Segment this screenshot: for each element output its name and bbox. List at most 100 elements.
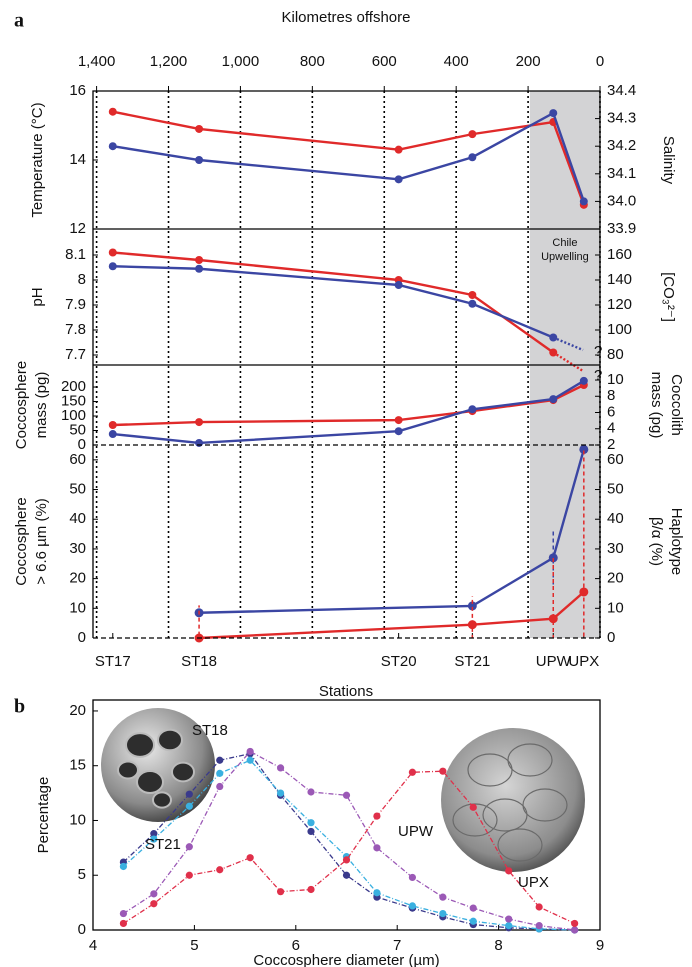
data-point: [246, 756, 254, 764]
y-tick-label: 10: [69, 599, 86, 616]
data-point: [469, 904, 477, 912]
y-tick-label: 20: [69, 570, 86, 587]
y-tick-label: 14: [69, 151, 86, 168]
axis-label: Temperature (°C): [29, 102, 46, 217]
top-tick-label: 1,400: [78, 53, 116, 70]
data-point: [571, 926, 579, 934]
extrapolation: [552, 351, 584, 373]
y-tick-label: 8: [78, 271, 86, 288]
coccolith-hole: [152, 791, 172, 809]
y-tick-label: 16: [69, 82, 86, 99]
data-point: [108, 107, 117, 116]
data-point: [195, 156, 204, 164]
y2-tick-label: 140: [607, 271, 632, 288]
data-point: [548, 553, 558, 563]
data-point: [394, 145, 403, 154]
axis-label: mass (pg): [33, 372, 50, 439]
data-point: [408, 873, 417, 882]
data-point: [394, 416, 403, 425]
station-label: ST18: [181, 653, 217, 670]
y-tick-label: 100: [61, 407, 86, 424]
data-point: [195, 418, 204, 427]
panel-letter: b: [14, 696, 25, 718]
data-point: [307, 885, 315, 894]
data-point: [342, 856, 351, 864]
data-point: [185, 802, 193, 810]
series-line: [112, 110, 585, 206]
series-label: ST18: [192, 722, 228, 739]
annotation: ?: [594, 343, 602, 360]
series-line: [112, 111, 585, 202]
y2-tick-label: 160: [607, 246, 632, 263]
data-point: [439, 909, 447, 918]
coccolith-hole: [171, 761, 195, 783]
y-tick-label: 0: [78, 629, 86, 646]
y-tick-label: 0: [78, 436, 86, 453]
y-tick-label: 15: [69, 757, 86, 774]
data-point: [579, 444, 589, 454]
y2-tick-label: 6: [607, 403, 615, 420]
y-tick-label: 50: [69, 481, 86, 498]
axis-label: > 6.6 µm (%): [33, 498, 50, 585]
series-label: UPW: [398, 823, 434, 840]
series-line: [123, 750, 575, 931]
axis-label: pH: [29, 287, 46, 306]
data-point: [373, 889, 381, 897]
series-line: [112, 265, 554, 339]
data-point: [276, 888, 285, 896]
y-tick-label: 10: [69, 811, 86, 828]
extrapolation: [552, 336, 584, 352]
y2-tick-label: 34.0: [607, 192, 636, 209]
y-tick-label: 7.9: [65, 296, 86, 313]
y2-tick-label: 80: [607, 346, 624, 363]
y2-tick-label: 33.9: [607, 220, 636, 237]
data-point: [185, 790, 193, 798]
data-point: [535, 922, 543, 930]
data-point: [467, 601, 477, 611]
axis-label: Percentage: [35, 777, 52, 854]
axis-label: β/α (%): [648, 517, 665, 566]
coccolith-hole: [136, 769, 164, 795]
data-point: [505, 922, 513, 930]
data-point: [119, 909, 128, 918]
data-point: [571, 919, 579, 928]
axis-label: mass (pg): [648, 372, 665, 439]
y2-tick-label: 0: [607, 629, 615, 646]
data-point: [579, 376, 588, 385]
data-point: [505, 867, 513, 875]
data-point: [108, 430, 117, 439]
data-point: [342, 791, 351, 799]
y-tick-label: 8.1: [65, 246, 86, 263]
data-point: [342, 871, 351, 879]
data-point: [246, 854, 254, 862]
station-label: ST17: [95, 653, 131, 670]
x-tick-label: 4: [89, 937, 97, 954]
coccolith-plate: [522, 788, 568, 822]
y-tick-label: 60: [69, 451, 86, 468]
axis-label: [CO₃²⁻]: [660, 272, 677, 322]
y2-tick-label: 10: [607, 371, 624, 388]
data-point: [468, 299, 477, 308]
y2-tick-label: 34.1: [607, 165, 636, 182]
y2-tick-label: 34.2: [607, 137, 636, 154]
data-point: [307, 788, 315, 796]
coccolith-hole: [157, 728, 183, 752]
y-tick-label: 12: [69, 220, 86, 237]
coccolith-plate: [497, 828, 543, 862]
y-tick-label: 20: [69, 702, 86, 719]
data-point: [185, 871, 193, 879]
data-point: [195, 264, 204, 273]
data-point: [185, 843, 193, 851]
coccolith-hole: [125, 732, 155, 758]
data-point: [408, 768, 417, 776]
axis-label: Haplotype: [668, 508, 685, 576]
data-point: [469, 803, 477, 811]
station-label: ST20: [381, 653, 417, 670]
panel-frame: [92, 90, 601, 638]
axis-label: Coccosphere: [13, 361, 30, 449]
data-point: [276, 764, 285, 772]
data-point: [394, 281, 403, 289]
axis-label: Coccosphere: [13, 497, 30, 585]
y-tick-label: 5: [78, 866, 86, 883]
data-point: [579, 197, 588, 206]
